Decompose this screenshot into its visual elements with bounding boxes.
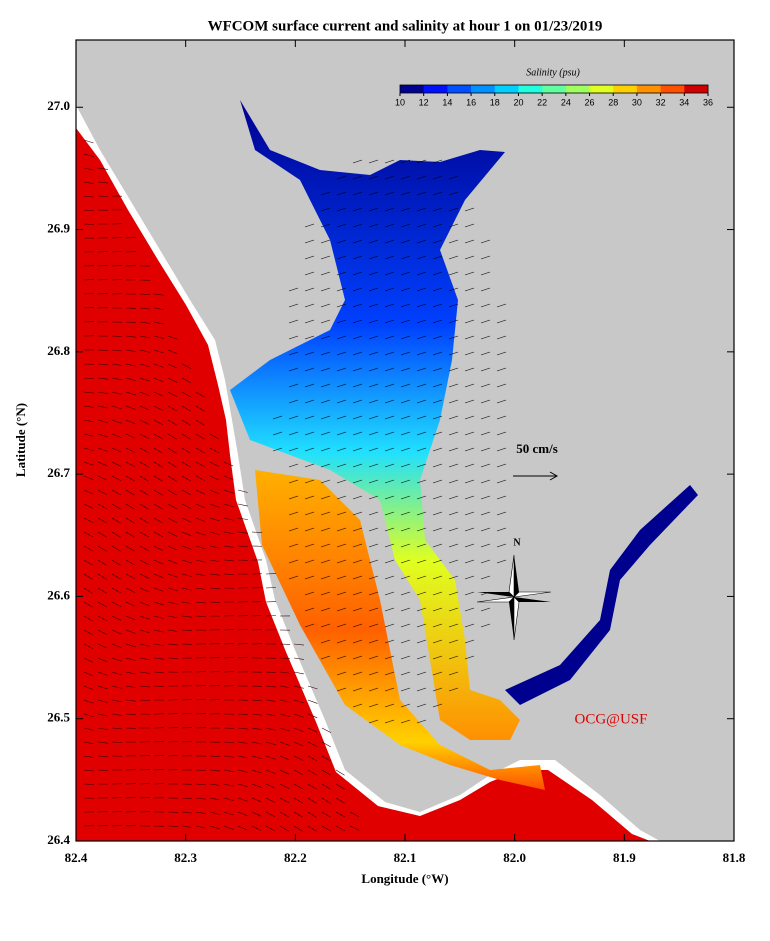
y-tick-label: 26.8	[47, 343, 70, 358]
x-tick-label: 82.0	[503, 850, 526, 865]
colorbar-segment	[424, 85, 448, 93]
colorbar-segment	[590, 85, 614, 93]
y-tick-label: 26.5	[47, 710, 70, 725]
colorbar-segment	[684, 85, 708, 93]
scale-label: 50 cm/s	[516, 441, 558, 456]
colorbar-segment	[400, 85, 424, 93]
colorbar-tick-label: 32	[656, 97, 666, 107]
x-tick-label: 82.1	[394, 850, 417, 865]
x-tick-label: 81.9	[613, 850, 636, 865]
colorbar-segment	[471, 85, 495, 93]
colorbar-tick-label: 36	[703, 97, 713, 107]
colorbar-tick-label: 28	[608, 97, 618, 107]
colorbar-segment	[542, 85, 566, 93]
compass-north: N	[513, 537, 521, 548]
colorbar-segment	[566, 85, 590, 93]
colorbar-tick-label: 12	[419, 97, 429, 107]
y-tick-label: 26.7	[47, 465, 70, 480]
colorbar-segment	[661, 85, 685, 93]
colorbar-tick-label: 10	[395, 97, 405, 107]
title: WFCOM surface current and salinity at ho…	[208, 18, 603, 34]
x-tick-label: 81.8	[723, 850, 746, 865]
colorbar-segment	[637, 85, 661, 93]
colorbar-label: Salinity (psu)	[526, 67, 580, 78]
colorbar-tick-label: 14	[442, 97, 452, 107]
y-tick-label: 26.4	[47, 832, 70, 847]
y-tick-label: 27.0	[47, 98, 70, 113]
x-tick-label: 82.4	[65, 850, 88, 865]
colorbar-tick-label: 30	[632, 97, 642, 107]
colorbar-tick-label: 24	[561, 97, 571, 107]
x-axis-label: Longitude (°W)	[361, 871, 448, 886]
y-tick-label: 26.9	[47, 221, 70, 236]
colorbar-segment	[613, 85, 637, 93]
y-tick-label: 26.6	[47, 587, 70, 602]
x-tick-label: 82.3	[174, 850, 197, 865]
colorbar-tick-label: 16	[466, 97, 476, 107]
x-tick-label: 82.2	[284, 850, 307, 865]
colorbar-tick-label: 18	[490, 97, 500, 107]
colorbar-segment	[447, 85, 471, 93]
colorbar-tick-label: 34	[679, 97, 689, 107]
colorbar-tick-label: 20	[513, 97, 523, 107]
colorbar-tick-label: 26	[585, 97, 595, 107]
colorbar-tick-label: 22	[537, 97, 547, 107]
colorbar-segment	[518, 85, 542, 93]
credit: OCG@USF	[574, 711, 647, 727]
y-axis-label: Latitude (°N)	[13, 403, 28, 477]
colorbar-segment	[495, 85, 519, 93]
